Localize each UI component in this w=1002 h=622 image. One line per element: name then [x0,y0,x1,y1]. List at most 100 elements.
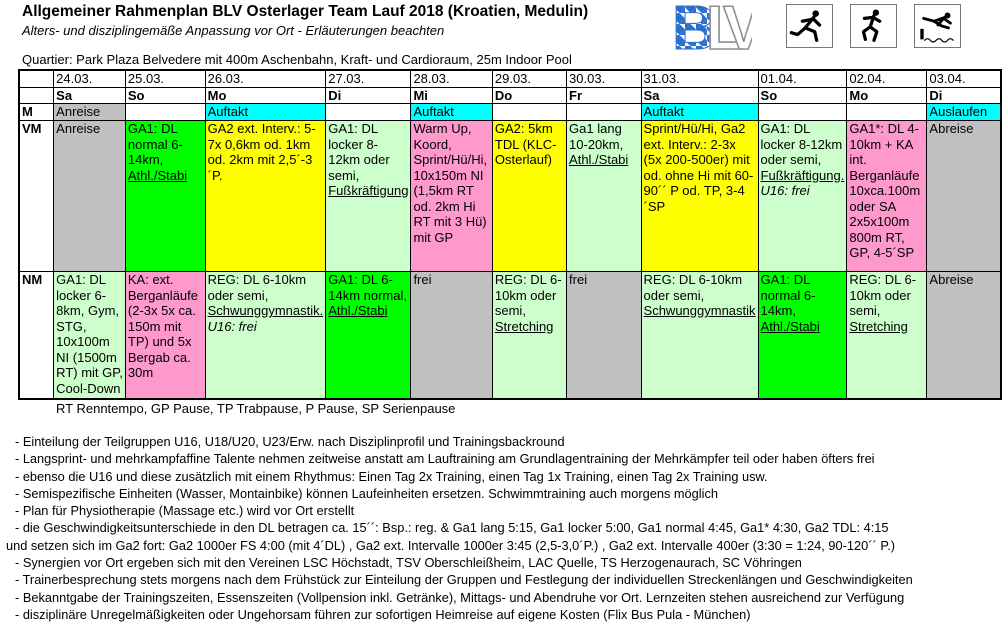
plan-cell [757,103,848,121]
plan-cell: GA2 ext. Interv.: 5-7x 0,6km od. 1km od.… [204,120,327,272]
day-header: Fr [566,86,642,104]
cell-text: GA1: DL locker 8-12km oder semi, [760,121,843,168]
page-title: Allgemeiner Rahmenplan BLV Osterlager Te… [22,3,589,20]
row-label: VM [18,120,55,272]
cell-text: Anreise [56,121,101,137]
logo-letter-l: L [706,2,744,52]
note-line: - ebenso die U16 und diese zusätzlich mi… [15,468,768,484]
plan-cell: Warm Up, Koord, Sprint/Hü/Hi, 10x150m NI… [410,120,493,272]
plan-row-vm: VM Anreise GA1: DL normal 6-14km, Athl./St… [18,120,1002,272]
plan-cell: Anreise [53,103,126,121]
page-subtitle: Alters- und disziplingemäße Anpassung vo… [22,23,445,38]
cell-text: frei [413,272,432,287]
plan-cell: Sprint/Hü/Hi, Ga2 ext. Interv.: 2-3x (5x… [640,120,759,272]
training-plan-table: 24.03. 25.03. 26.03. 27.03. 28.03. 29.03. 30.0… [18,69,1002,400]
cell-text: Sprint/Hü/Hi, Ga2 ext. Interv.: 2-3x (5x… [643,121,754,214]
cell-text: KA: ext. Berganläufe (2-3x 5x ca. 150m m… [127,272,199,380]
plan-cell: GA1: DL normal 6-14km, Athl./Stabi [757,271,848,400]
note-line: - die Geschwindigkeitsunterschiede in de… [15,520,889,536]
plan-cell: Auftakt [640,103,759,121]
plan-cell: REG: DL 6-10km oder semi, Stretching [491,271,568,400]
cell-text: Auftakt [643,104,684,120]
note-line: - disziplinäre Unregelmäßigkeiten oder U… [15,606,751,622]
date-header: 03.04. [926,69,1002,88]
note-line: - Einteilung der Teilgruppen U16, U18/U2… [15,434,565,449]
note-line: - Trainerbesprechung stets morgens nach … [15,572,913,588]
date-header: 29.03. [491,69,568,88]
day-header: Di [926,86,1002,104]
plan-cell: Abreise [926,271,1002,400]
plan-cell: KA: ext. Berganläufe (2-3x 5x ca. 150m m… [124,271,206,400]
note-line: - Langsprint- und mehrkampfaffine Talent… [15,451,875,467]
plan-cell: Ga1 lang 10-20km, Athl./Stabi [566,120,642,272]
plan-cell: Auftakt [410,103,493,121]
day-header: Sa [640,86,759,104]
day-header: Mo [204,86,327,104]
steeplechase-icon [914,4,961,48]
row-label: M [18,103,55,121]
note-line: - Semispezifische Einheiten (Wasser, Mon… [15,485,718,501]
date-header: 27.03. [325,69,412,88]
cell-text: Stretching [494,318,554,334]
plan-cell: REG: DL 6-10km oder semi, Schwunggymnast… [640,271,759,400]
cell-text: Schwunggymnastik [643,303,756,318]
day-header: Di [325,86,412,104]
plan-cell: GA1*: DL 4-10km + KA int. Berganläufe 10… [846,120,928,272]
plan-cell: Auslaufen [926,103,1002,121]
cell-text: Fußkräftigung. [760,167,845,183]
quartier-line: Quartier: Park Plaza Belvedere mit 400m … [22,52,572,67]
plan-cell: REG: DL 6-10km oder semi, Stretching [846,271,928,400]
cell-text: Athl./Stabi [760,318,820,334]
cell-text: GA1: DL normal 6-14km, [760,272,816,318]
plan-cell: GA1: DL 6-14km normal, Athl./Stabi [325,271,412,400]
cell-text: Ga1 lang 10-20km, [569,121,624,152]
cell-text: Schwunggymnastik. [207,303,324,318]
note-line: - Synergien vor Ort ergeben sich mit den… [15,555,802,571]
plan-cell: GA2: 5km TDL (KLC-Osterlauf) [491,120,568,272]
plan-cell [325,103,412,121]
row-label: NM [18,271,55,400]
plan-cell: GA1: DL locker 8-12km oder semi, Fußkräf… [757,120,848,272]
cell-text: Auslaufen [929,104,988,120]
date-header: 01.04. [757,69,848,88]
date-header: 26.03. [204,69,327,88]
abbreviation-legend: RT Renntempo, GP Pause, TP Trabpause, P … [56,401,456,416]
cell-text: REG: DL 6-10km oder semi, [643,272,743,303]
date-header: 24.03. [53,69,126,88]
corner-cell [18,86,55,104]
cell-text: frei [569,272,588,287]
day-header: Do [491,86,568,104]
plan-cell: GA1: DL normal 6-14km, Athl./Stabi [124,120,206,272]
plan-cell: REG: DL 6-10km oder semi, Schwunggymnast… [204,271,327,400]
date-header: 28.03. [410,69,493,88]
day-header: So [124,86,206,104]
day-header: Mo [846,86,928,104]
cell-text: Anreise [56,104,101,120]
plan-cell [566,103,642,121]
sprinter-icon [786,4,833,48]
cell-text: Athl./Stabi [569,152,629,167]
cell-text: Auftakt [207,104,249,120]
date-header: 30.03. [566,69,642,88]
blv-logo: B L V [674,2,752,52]
notes-list: - Einteilung der Teilgruppen U16, U18/U2… [6,433,1000,622]
day-header: Mi [410,86,493,104]
cell-text: REG: DL 6-10km oder semi, [207,272,307,303]
date-header: 31.03. [640,69,759,88]
discipline-icons [786,4,961,48]
day-header: So [757,86,848,104]
cell-text: REG: DL 6-10km oder semi, [849,272,917,318]
cell-text: GA1*: DL 4-10km + KA int. Berganläufe 10… [849,121,921,261]
note-line: - Bekanntgabe der Trainingszeiten, Essen… [15,589,905,605]
cell-text: Auftakt [413,104,454,120]
cell-text: Warm Up, Koord, Sprint/Hü/Hi, 10x150m NI… [413,121,488,245]
cell-text: GA1: DL 6-14km normal, [328,272,407,303]
cell-text: GA2 ext. Interv.: 5-7x 0,6km od. 1km od.… [207,121,316,183]
plan-cell [491,103,568,121]
plan-cell: Anreise [53,120,126,272]
runner-icon [850,4,897,48]
cell-text: U16: frei [207,318,257,334]
plan-cell: frei [410,271,493,400]
plan-cell [124,103,206,121]
plan-cell [846,103,928,121]
